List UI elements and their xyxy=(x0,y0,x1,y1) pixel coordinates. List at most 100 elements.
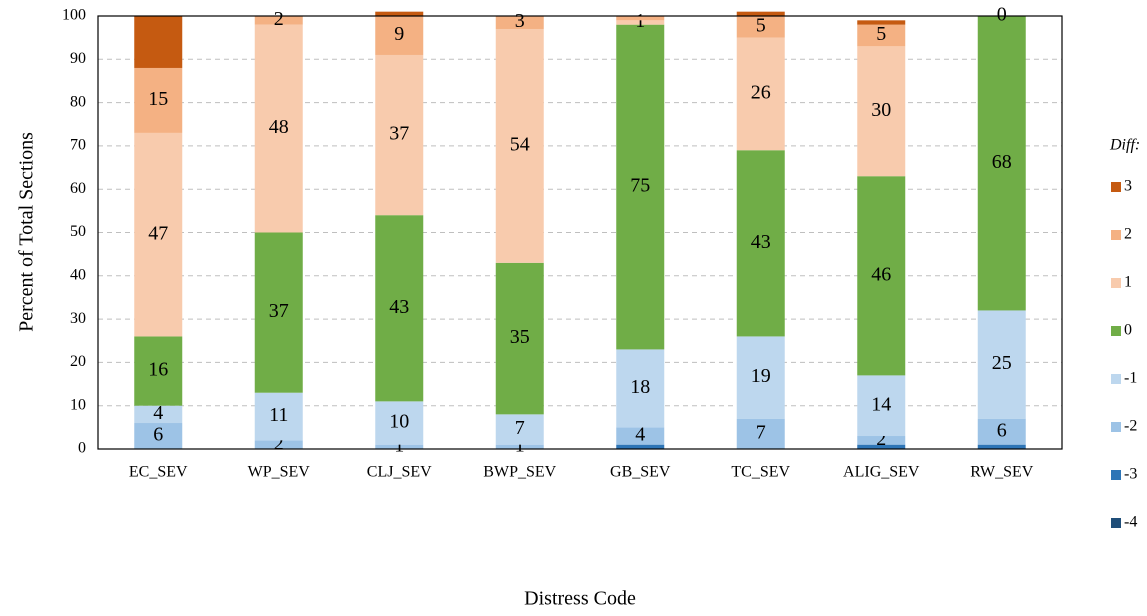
data-label: 1 xyxy=(394,434,404,456)
data-label: 54 xyxy=(510,133,530,155)
bar-segment xyxy=(375,444,424,449)
x-tick-label: ALIG_SEV xyxy=(843,464,920,481)
data-label: 35 xyxy=(510,326,530,348)
bar-segment xyxy=(375,54,424,216)
legend-label: 1 xyxy=(1124,274,1132,291)
bar-segment xyxy=(134,423,183,449)
legend-swatch xyxy=(1111,374,1121,384)
legend-swatch xyxy=(1111,326,1121,336)
data-label: 0 xyxy=(997,4,1007,26)
bar-segment xyxy=(616,16,665,21)
bar-segment xyxy=(254,232,303,393)
data-label: 18 xyxy=(630,376,650,398)
y-tick-label: 60 xyxy=(70,180,86,197)
bar-segment xyxy=(134,132,183,337)
data-label: 10 xyxy=(389,411,409,433)
bar-segment xyxy=(977,16,1026,311)
bar-segment xyxy=(375,11,424,16)
bar-segment xyxy=(857,436,906,445)
bar-segment xyxy=(616,444,665,449)
legend-swatch xyxy=(1111,182,1121,192)
bar-segment xyxy=(857,24,906,47)
bar-segment xyxy=(375,215,424,402)
bar-segment xyxy=(134,67,183,133)
data-label: 75 xyxy=(630,175,650,197)
bar-segment xyxy=(616,427,665,445)
x-tick-label: GB_SEV xyxy=(610,464,671,481)
bar-segment xyxy=(495,16,544,29)
data-label: 9 xyxy=(394,23,404,45)
data-label: 5 xyxy=(756,14,766,36)
bar-segment xyxy=(736,418,785,449)
data-label: 2 xyxy=(876,428,886,450)
data-label: 19 xyxy=(751,365,771,387)
bar-segment xyxy=(495,414,544,445)
data-label: 37 xyxy=(389,123,409,145)
data-label: 6 xyxy=(153,424,163,446)
data-label: 4 xyxy=(635,424,645,446)
data-label: 30 xyxy=(871,99,891,121)
data-label: 47 xyxy=(148,222,168,244)
data-label: 1 xyxy=(635,10,645,32)
y-tick-label: 10 xyxy=(70,396,86,413)
bar-segment xyxy=(495,28,544,263)
bar-segment xyxy=(977,310,1026,419)
y-tick-label: 30 xyxy=(70,310,86,327)
legend-title: Diff: xyxy=(1109,137,1140,154)
y-tick-label: 40 xyxy=(70,266,86,283)
y-tick-label: 50 xyxy=(70,223,86,240)
legend-label: 0 xyxy=(1124,322,1132,339)
bar-segment xyxy=(134,405,183,424)
legend-label: 3 xyxy=(1124,178,1132,195)
bar-segment xyxy=(857,20,906,25)
legend-label: -3 xyxy=(1124,466,1137,483)
legend-swatch xyxy=(1111,470,1121,480)
plot-border xyxy=(97,15,1063,450)
data-label: 5 xyxy=(876,23,886,45)
bar-segment xyxy=(736,37,785,151)
data-label: 46 xyxy=(871,263,891,285)
data-label: 7 xyxy=(756,421,766,443)
data-label: 3 xyxy=(515,10,525,32)
data-label: 43 xyxy=(389,296,409,318)
bar-segment xyxy=(616,24,665,350)
data-label: 43 xyxy=(751,231,771,253)
legend-swatch xyxy=(1111,422,1121,432)
data-label: 16 xyxy=(148,359,168,381)
bar-segment xyxy=(857,46,906,177)
y-tick-label: 0 xyxy=(78,440,86,457)
data-label: 25 xyxy=(992,352,1012,374)
bar-segment xyxy=(254,440,303,449)
bar-segment xyxy=(977,444,1026,449)
x-tick-label: BWP_SEV xyxy=(483,464,556,481)
bar-segment xyxy=(857,375,906,437)
bar-segment xyxy=(736,11,785,16)
legend-label: -1 xyxy=(1124,370,1137,387)
legend-swatch xyxy=(1111,518,1121,528)
bar-segment xyxy=(736,336,785,419)
bar-segment xyxy=(254,392,303,441)
data-label: 6 xyxy=(997,419,1007,441)
data-label: 2 xyxy=(274,8,284,30)
y-tick-label: 20 xyxy=(70,353,86,370)
y-tick-label: 100 xyxy=(62,7,86,24)
legend-label: 2 xyxy=(1124,226,1132,243)
x-tick-label: WP_SEV xyxy=(248,464,311,481)
bar-segment xyxy=(736,150,785,337)
x-tick-label: EC_SEV xyxy=(129,464,188,481)
bar-segment xyxy=(616,349,665,428)
legend-label: -4 xyxy=(1124,514,1137,531)
bar-segment xyxy=(495,444,544,449)
legend-label: -2 xyxy=(1124,418,1137,435)
x-tick-label: TC_SEV xyxy=(731,464,790,481)
data-label: 1 xyxy=(515,434,525,456)
bar-segment xyxy=(736,16,785,38)
y-tick-label: 90 xyxy=(70,50,86,67)
legend-swatch xyxy=(1111,230,1121,240)
x-axis-title: Distress Code xyxy=(524,588,636,610)
bar-segment xyxy=(134,336,183,406)
x-tick-label: RW_SEV xyxy=(970,464,1034,481)
bar-segment xyxy=(616,20,665,25)
bar-segment xyxy=(495,262,544,415)
